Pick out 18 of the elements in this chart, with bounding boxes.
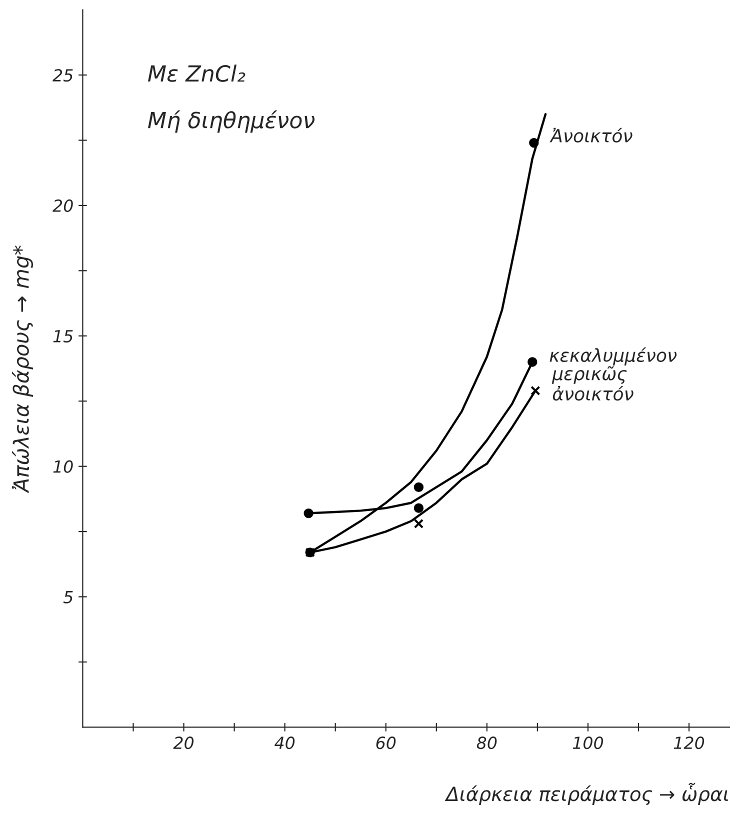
- annotation: Μή διηθημένον: [148, 110, 315, 133]
- x-tick-label: 20: [173, 736, 194, 750]
- x-tick-label: 80: [476, 736, 497, 750]
- series-label: μερικῶς ἀνοικτόν: [552, 366, 634, 401]
- series-label: κεκαλυμμένον: [550, 347, 677, 366]
- y-tick-label: 20: [52, 199, 73, 212]
- x-axis-title: Διάρκεια πειράματος → ὧραι: [444, 782, 728, 806]
- y-tick-label: 10: [53, 460, 73, 473]
- x-tick-label: 40: [274, 736, 295, 750]
- series-label: Ἀνοικτόν: [550, 128, 632, 143]
- x-tick-label: 100: [572, 736, 604, 750]
- y-tick-label: 15: [53, 330, 73, 342]
- y-tick-label: 5: [63, 590, 73, 604]
- y-axis-title: Ἀπώλεια βάρους → mg*: [12, 246, 34, 494]
- annotation: Με ZnCl₂: [148, 64, 246, 82]
- y-tick-label: 25: [52, 68, 73, 82]
- x-tick-label: 60: [376, 736, 396, 750]
- x-tick-label: 120: [674, 736, 704, 750]
